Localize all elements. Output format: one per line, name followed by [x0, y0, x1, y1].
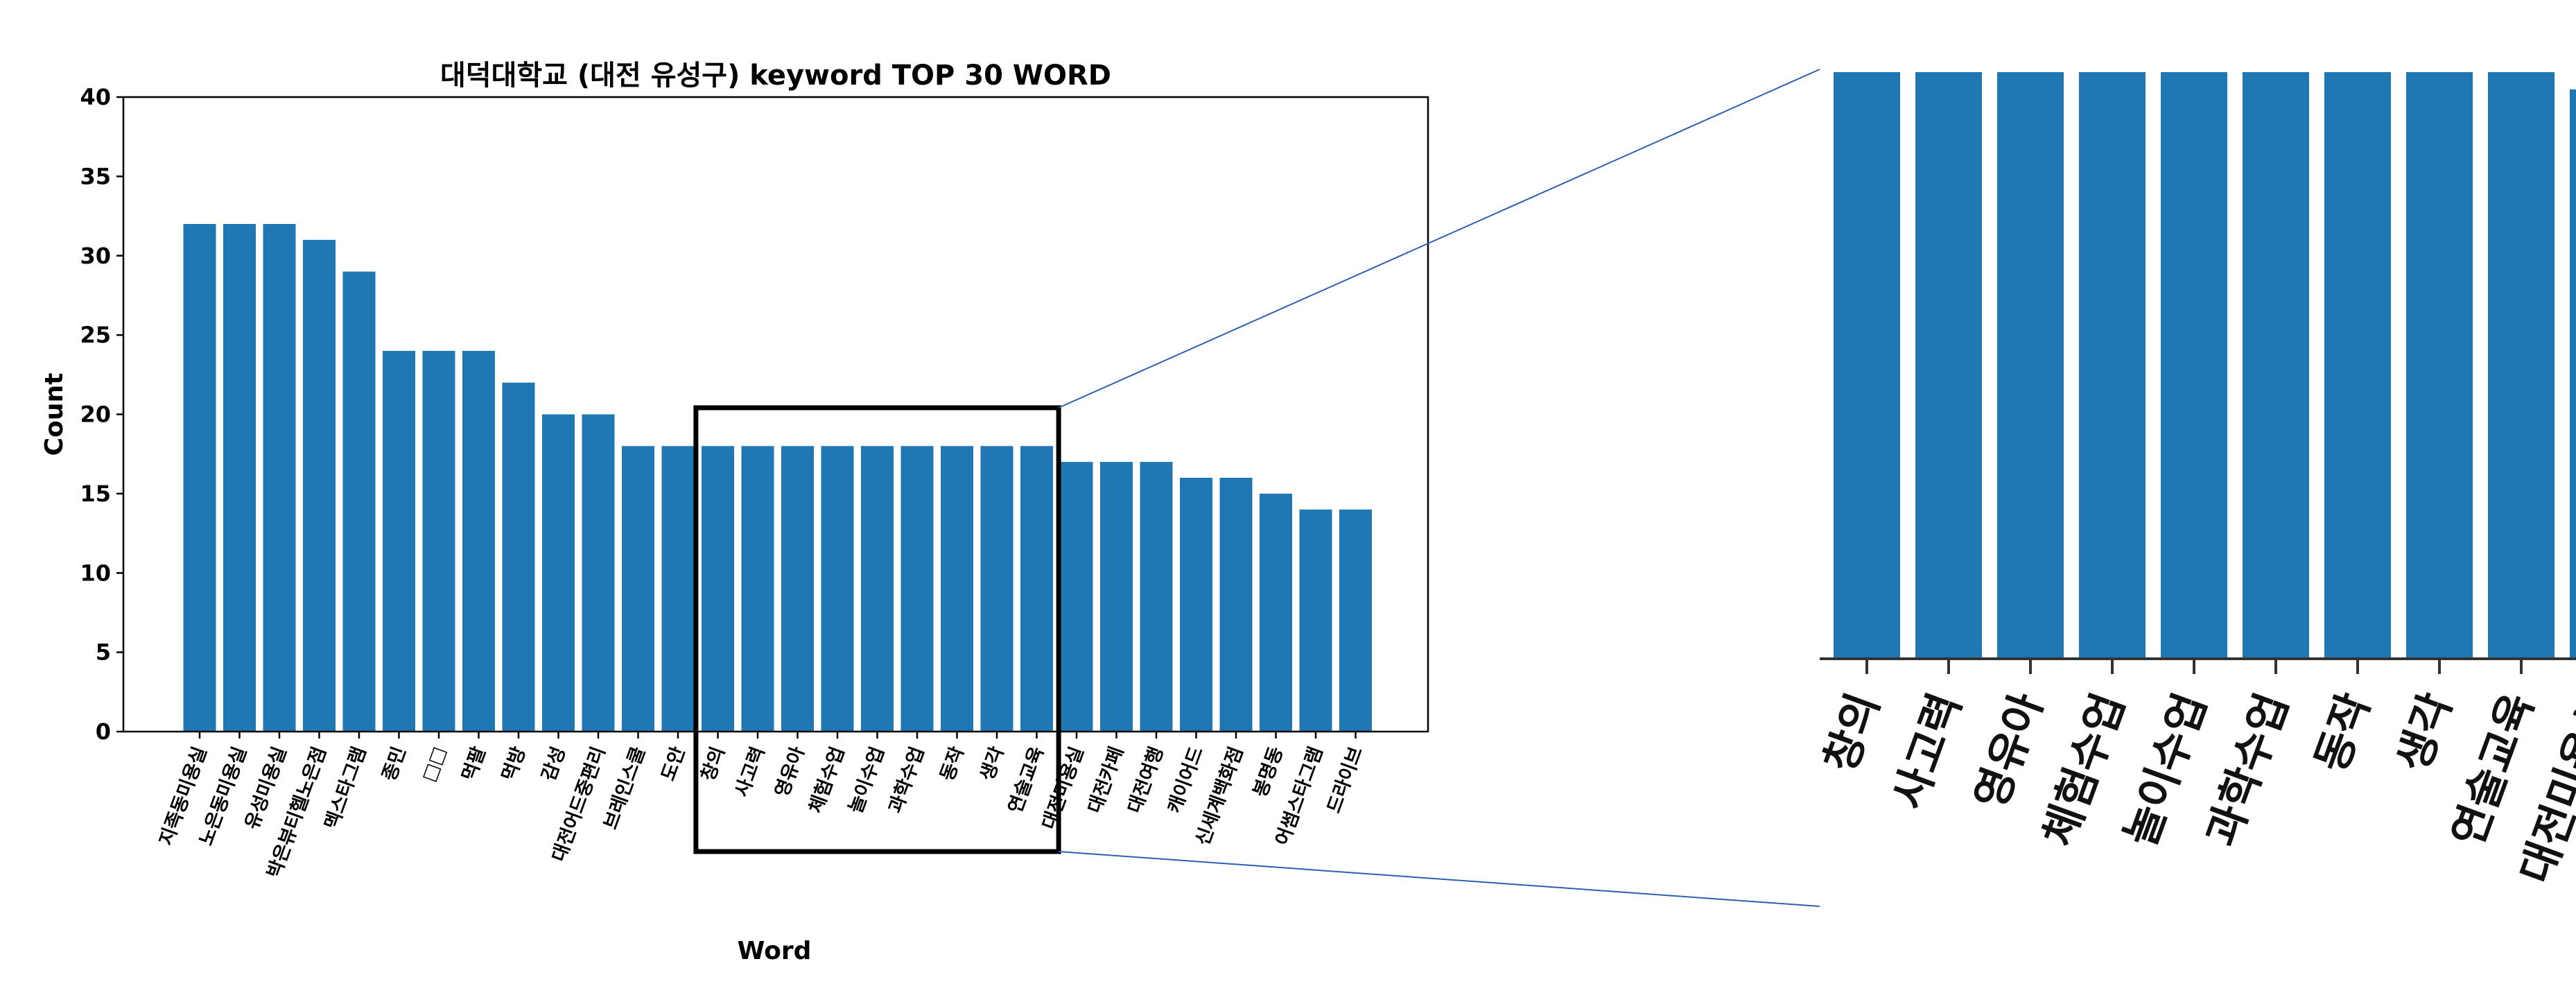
y-tick-label: 5	[96, 639, 111, 666]
x-tick-label: 대전여행	[1124, 744, 1167, 816]
y-tick-label: 15	[80, 481, 111, 507]
x-tick-label: 도안	[657, 744, 689, 784]
bar	[821, 446, 854, 732]
zoom-bar	[2570, 89, 2576, 659]
y-tick-label: 40	[80, 84, 111, 110]
bar	[1260, 493, 1292, 732]
bar	[1060, 462, 1093, 732]
x-tick-label: 동작	[937, 744, 968, 784]
y-tick-label: 25	[80, 322, 111, 348]
zoom-bar	[2243, 72, 2309, 659]
bar	[900, 446, 934, 732]
bar	[1219, 478, 1253, 732]
bar	[980, 446, 1013, 732]
bar	[941, 446, 973, 732]
x-tick-label: 생각	[976, 744, 1008, 784]
zoom-bar	[2161, 72, 2227, 659]
zoom-bar	[2324, 72, 2391, 659]
y-tick-label: 20	[80, 402, 111, 428]
x-tick-label: 과학수업	[885, 744, 928, 816]
bar	[383, 351, 415, 732]
x-tick-label: □□	[418, 744, 451, 785]
bar	[303, 239, 336, 732]
bar	[422, 351, 455, 732]
y-tick-label: 0	[96, 718, 111, 745]
zoom-bar	[1997, 72, 2064, 659]
bar	[1140, 462, 1173, 732]
bar	[622, 446, 654, 732]
bar	[502, 382, 535, 732]
x-tick-label: 봉명동	[1249, 744, 1287, 800]
zoom-bar	[2079, 72, 2146, 659]
zoom-tick-label: 창의	[1814, 687, 1889, 778]
bar	[781, 446, 814, 732]
bar	[661, 446, 695, 732]
bar	[223, 224, 256, 732]
zoom-tick-label: 사고력	[1883, 687, 1971, 815]
x-tick-label: 영유아	[771, 744, 809, 800]
x-tick-label: 사고력	[731, 744, 769, 800]
zoom-bar	[2488, 72, 2555, 659]
zoom-tick-label: 동작	[2305, 687, 2380, 778]
x-tick-label: 먹방	[498, 744, 530, 784]
zoom-bar	[1915, 72, 1982, 659]
bar	[1180, 478, 1212, 732]
x-tick-label: 드라이브	[1323, 744, 1367, 816]
y-tick-label: 30	[80, 243, 111, 269]
zoom-bar	[1834, 72, 1900, 659]
bar	[183, 224, 216, 732]
zoom-highlight-box	[693, 405, 1061, 854]
bar	[861, 446, 894, 732]
bar	[462, 351, 495, 732]
x-tick-label: 대전카페	[1084, 744, 1128, 816]
bar	[741, 446, 774, 732]
bar	[542, 414, 575, 732]
zoom-tick-label: 생각	[2387, 687, 2462, 778]
main-chart: 대덕대학교 (대전 유성구) keyword TOP 30 WORD 0 5 10 15…	[40, 60, 1429, 965]
x-tick-label: 종민	[378, 744, 410, 784]
y-tick-label: 10	[80, 560, 111, 586]
bar	[342, 271, 376, 732]
bar	[1339, 509, 1372, 732]
bar	[582, 414, 615, 732]
zoom-connector-top	[1058, 69, 1820, 408]
x-axis-label: Word	[738, 937, 812, 965]
y-tick-label: 35	[80, 163, 111, 189]
chart-title: 대덕대학교 (대전 유성구) keyword TOP 30 WORD	[440, 60, 1111, 92]
x-tick-label: 연술교육	[1004, 744, 1048, 816]
zoom-tick-label: 영유아	[1965, 687, 2053, 815]
zoom-connector-bottom	[1059, 851, 1820, 907]
bar	[1020, 446, 1053, 732]
x-tick-label: 창의	[697, 744, 729, 784]
x-tick-label: 감성	[538, 744, 570, 784]
x-tick-label: 체험수업	[805, 744, 848, 816]
y-axis-label: Count	[40, 373, 69, 456]
zoom-bar	[2406, 72, 2473, 659]
bar	[1299, 509, 1332, 732]
bar	[263, 224, 296, 732]
x-tick-label: 놀이수업	[845, 744, 889, 816]
x-tick-label: 캐이어드	[1164, 744, 1208, 816]
bar	[1100, 462, 1133, 732]
x-tick-label: 먹팔	[458, 744, 490, 784]
bar	[702, 446, 734, 732]
